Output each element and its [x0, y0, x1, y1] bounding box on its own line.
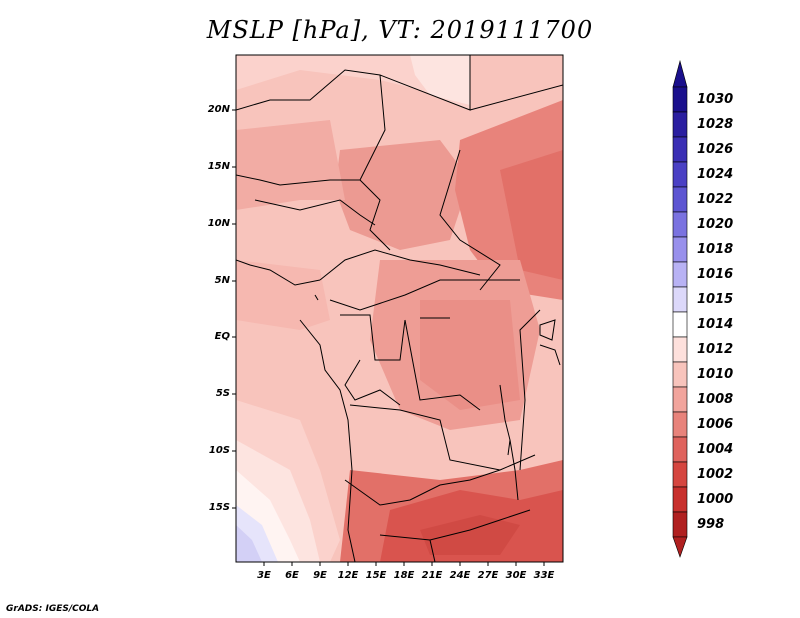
pressure-field	[236, 55, 563, 562]
x-tick-label: 21E	[421, 570, 443, 581]
colorbar-label: 998	[697, 516, 725, 532]
colorbar-max-arrow	[672, 59, 688, 88]
colorbar-label: 1018	[697, 241, 734, 257]
map-frame	[235, 54, 564, 563]
colorbar-label: 1006	[697, 416, 734, 432]
colorbar-label: 1016	[697, 266, 734, 282]
map-title: MSLP [hPa], VT: 2019111700	[206, 16, 594, 44]
colorbar-label: 1012	[697, 341, 734, 357]
colorbar-swatch	[672, 411, 688, 438]
colorbar-min-arrow	[672, 536, 688, 558]
colorbar-swatch	[672, 461, 688, 488]
colorbar	[672, 59, 688, 558]
axis-ticks	[232, 109, 545, 566]
colorbar-swatch	[672, 511, 688, 538]
colorbar-label: 1028	[697, 116, 734, 132]
colorbar-label: 1008	[697, 391, 734, 407]
x-tick-label: 27E	[477, 570, 499, 581]
y-tick-label: 5N	[214, 275, 230, 286]
colorbar-swatch	[672, 86, 688, 113]
y-tick-label: 5S	[215, 388, 230, 399]
x-tick-label: 6E	[285, 570, 299, 581]
colorbar-swatch	[672, 136, 688, 163]
x-tick-label: 3E	[257, 570, 271, 581]
x-tick-label: 18E	[393, 570, 415, 581]
colorbar-swatch	[672, 336, 688, 363]
y-tick-label: 10S	[208, 445, 230, 456]
colorbar-label: 1014	[697, 316, 734, 332]
colorbar-label: 1030	[697, 91, 734, 107]
x-tick-label: 24E	[449, 570, 471, 581]
y-tick-label: 15N	[207, 161, 230, 172]
x-tick-label: 12E	[337, 570, 359, 581]
colorbar-swatch	[672, 486, 688, 513]
y-tick-label: 15S	[208, 502, 230, 513]
x-tick-label: 9E	[313, 570, 327, 581]
colorbar-label: 1010	[697, 366, 734, 382]
y-tick-label: 10N	[207, 218, 230, 229]
country-borders	[236, 55, 563, 562]
colorbar-swatch	[672, 111, 688, 138]
colorbar-swatch	[672, 186, 688, 213]
colorbar-swatch	[672, 236, 688, 263]
colorbar-label: 1026	[697, 141, 734, 157]
y-tick-label: EQ	[214, 331, 230, 342]
x-tick-label: 33E	[533, 570, 555, 581]
colorbar-swatch	[672, 161, 688, 188]
colorbar-label: 1004	[697, 441, 734, 457]
colorbar-swatch	[672, 361, 688, 388]
lakes	[314, 294, 556, 501]
colorbar-label: 1024	[697, 166, 734, 182]
colorbar-label: 1002	[697, 466, 734, 482]
colorbar-label: 1015	[697, 291, 734, 307]
colorbar-label: 1022	[697, 191, 734, 207]
colorbar-label: 1020	[697, 216, 734, 232]
y-tick-label: 20N	[207, 104, 230, 115]
colorbar-swatch	[672, 211, 688, 238]
footer-credit: GrADS: IGES/COLA	[6, 604, 100, 614]
colorbar-swatch	[672, 311, 688, 338]
colorbar-swatch	[672, 286, 688, 313]
x-tick-label: 15E	[365, 570, 387, 581]
colorbar-label: 1000	[697, 491, 734, 507]
colorbar-swatch	[672, 261, 688, 288]
colorbar-swatch	[672, 436, 688, 463]
colorbar-swatch	[672, 386, 688, 413]
x-tick-label: 30E	[505, 570, 527, 581]
